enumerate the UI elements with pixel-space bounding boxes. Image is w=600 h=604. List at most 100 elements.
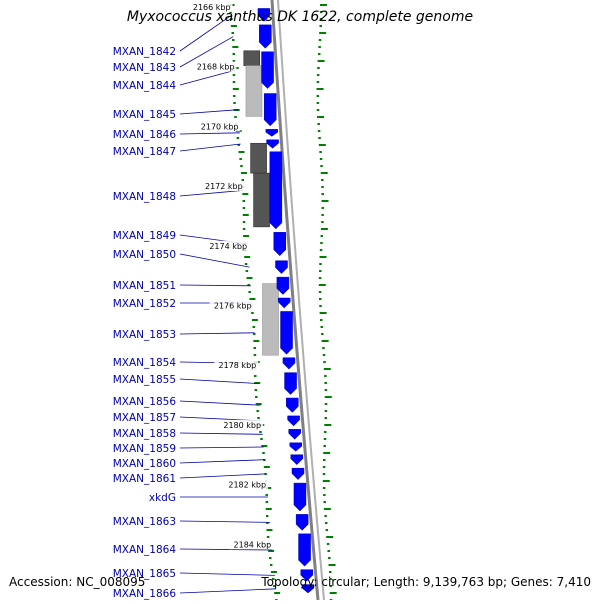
gc-dot-inner-12 [233, 88, 239, 90]
gc-dot-outer-18 [318, 130, 321, 132]
gc-dot-outer-81 [329, 571, 332, 573]
gc-dot-outer-25 [321, 179, 324, 181]
gc-dot-inner-47 [253, 333, 256, 335]
gene-label-mxan_1852: MXAN_1852 [113, 298, 176, 310]
gc-dot-inner-53 [254, 375, 257, 377]
gc-dot-outer-15 [317, 109, 320, 111]
gc-dot-inner-79 [269, 557, 272, 559]
gc-dot-outer-35 [320, 249, 323, 251]
gc-dot-outer-63 [323, 445, 326, 447]
gene-arrow-mxan_1859 [290, 443, 302, 451]
gc-dot-inner-75 [266, 529, 272, 531]
shaded-region-4 [262, 284, 278, 356]
gene-leader-mxan_1856 [180, 401, 260, 405]
gc-dot-outer-27 [321, 193, 324, 195]
gc-dot-outer-53 [324, 375, 327, 377]
topology-text: Topology: circular; Length: 9,139,763 bp… [261, 575, 591, 589]
gene-leader-mxan_1848 [180, 190, 244, 196]
gene-label-mxan_1849: MXAN_1849 [113, 230, 176, 242]
gc-dot-inner-76 [267, 536, 270, 538]
gc-dot-outer-33 [321, 235, 324, 237]
gene-arrow-mxan_1856 [286, 398, 298, 412]
gc-dot-inner-56 [255, 396, 258, 398]
gc-dot-outer-44 [320, 312, 327, 314]
gc-dot-inner-5 [232, 39, 235, 41]
gene-leader-mxan_1860 [180, 460, 265, 463]
gene-label-mxan_1858: MXAN_1858 [113, 428, 176, 440]
gc-dot-outer-28 [322, 200, 329, 202]
gene-leader-mxan_1858 [180, 433, 263, 434]
gene-leader-mxan_1845 [180, 110, 238, 114]
gene-arrow-mxan_1858 [289, 429, 301, 439]
gc-dot-inner-37 [245, 263, 248, 265]
gc-dot-inner-72 [266, 508, 272, 510]
gc-dot-inner-23 [240, 165, 243, 167]
gene-arrow-mxan_1847 [267, 140, 279, 148]
gene-leader-mxan_1859 [180, 447, 264, 448]
accession-text: Accession: NC_008095 [9, 575, 145, 589]
gene-leader-mxan_1861 [180, 474, 266, 478]
gc-dot-outer-13 [317, 95, 320, 97]
kbp-label-2176: 2176 kbp [214, 301, 252, 310]
gc-dot-inner-16 [234, 116, 237, 118]
gc-dot-outer-46 [321, 326, 324, 328]
gc-dot-outer-77 [327, 543, 330, 545]
gc-dot-outer-34 [320, 242, 323, 244]
gc-dot-inner-11 [233, 81, 236, 83]
gc-dot-outer-67 [323, 473, 326, 475]
gene-label-mxan_1848: MXAN_1848 [113, 191, 176, 203]
gene-leader-mxan_1846 [180, 133, 240, 134]
gene-arrow-mxan_1864 [299, 534, 311, 566]
gc-dot-outer-69 [323, 487, 326, 489]
gc-dot-outer-76 [326, 536, 333, 538]
gene-leader-mxan_1851 [180, 285, 251, 286]
gc-dot-outer-68 [323, 480, 330, 482]
gc-dot-inner-42 [249, 298, 255, 300]
gc-dot-inner-84 [274, 592, 280, 594]
gc-dot-inner-61 [259, 431, 262, 433]
gc-dot-outer-20 [319, 144, 326, 146]
gc-dot-outer-24 [321, 172, 328, 174]
gene-label-mxan_1845: MXAN_1845 [113, 109, 176, 121]
gc-dot-inner-21 [238, 151, 244, 153]
gene-arrow-mxan_1844 [262, 52, 274, 89]
gene-arrow-mxan_1860 [291, 455, 303, 465]
gc-dot-outer-58 [325, 410, 328, 412]
gc-dot-outer-12 [317, 88, 324, 90]
gc-dot-outer-11 [317, 81, 320, 83]
gc-dot-inner-33 [243, 235, 249, 237]
gene-arrow-mxan_1850 [276, 261, 288, 274]
shaded-region-2 [251, 143, 267, 173]
gc-dot-outer-0 [320, 4, 327, 6]
shaded-region-3 [254, 173, 270, 227]
gc-dot-outer-14 [317, 102, 320, 104]
gc-dot-outer-7 [318, 53, 321, 55]
gc-dot-outer-26 [321, 186, 324, 188]
shaded-region-0 [244, 51, 260, 66]
gc-dot-outer-37 [319, 263, 322, 265]
gc-dot-outer-17 [317, 123, 320, 125]
gene-arrow-mxan_1845 [264, 94, 276, 126]
gene-arrow-mxan_1846 [266, 129, 278, 136]
gene-leader-mxan_1844 [180, 70, 236, 85]
gc-dot-inner-62 [260, 438, 263, 440]
gc-dot-outer-61 [324, 431, 327, 433]
gene-label-mxan_1842: MXAN_1842 [113, 46, 176, 58]
gc-dot-inner-27 [242, 193, 248, 195]
gc-dot-inner-41 [248, 291, 251, 293]
gc-dot-outer-72 [324, 508, 331, 510]
gc-dot-inner-73 [266, 515, 269, 517]
gene-arrow-xkdg [294, 483, 306, 511]
gc-dot-outer-57 [325, 403, 328, 405]
gc-dot-outer-50 [323, 354, 326, 356]
gc-dot-outer-22 [320, 158, 323, 160]
kbp-label-2174: 2174 kbp [209, 242, 247, 251]
gene-arrow-mxan_1853 [281, 311, 293, 354]
gc-dot-inner-22 [239, 158, 242, 160]
gc-dot-inner-50 [254, 354, 256, 356]
gc-dot-inner-66 [264, 466, 270, 468]
gc-dot-inner-36 [244, 256, 250, 258]
gene-arrow-mxan_1852 [278, 298, 290, 308]
